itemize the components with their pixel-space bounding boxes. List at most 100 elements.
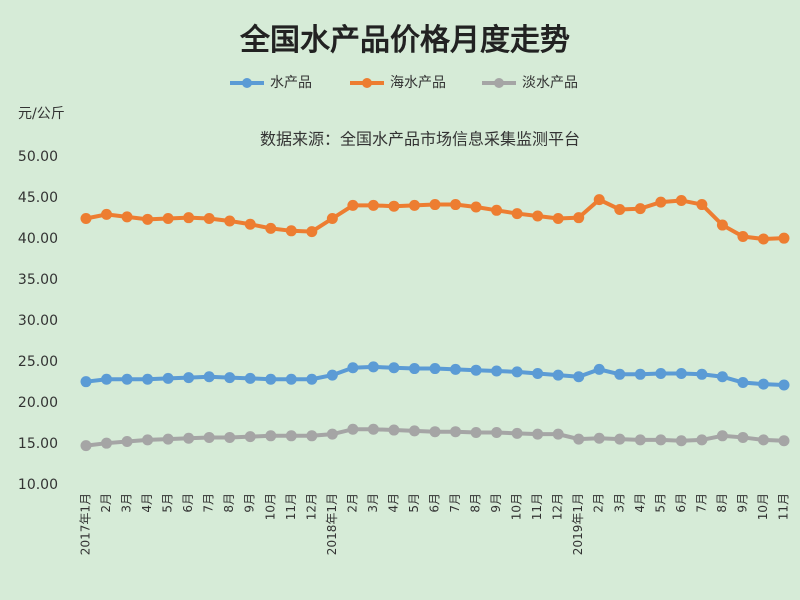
y-tick-label: 15.00	[18, 436, 58, 452]
data-point	[265, 222, 277, 234]
data-point	[367, 423, 379, 435]
data-point	[408, 425, 420, 437]
data-point	[757, 378, 769, 390]
data-point	[696, 434, 708, 446]
data-point	[491, 365, 503, 377]
data-point	[634, 434, 646, 446]
data-point	[388, 424, 400, 436]
data-point	[162, 372, 174, 384]
data-point	[101, 208, 113, 220]
data-point	[326, 428, 338, 440]
data-point	[244, 431, 256, 443]
x-tick-label: 7月	[448, 493, 462, 513]
x-tick-label: 5月	[653, 493, 667, 513]
x-tick-label: 10月	[756, 493, 770, 520]
data-point	[450, 426, 462, 438]
data-point	[552, 369, 564, 381]
data-point	[80, 376, 92, 388]
legend-label: 淡水产品	[522, 75, 578, 91]
data-point	[778, 232, 790, 244]
data-point	[573, 433, 585, 445]
data-point	[388, 200, 400, 212]
x-tick-label: 2月	[345, 493, 359, 513]
chart-title: 全国水产品价格月度走势	[239, 23, 570, 58]
data-point	[285, 373, 297, 385]
data-point	[737, 231, 749, 243]
x-tick-label: 11月	[530, 493, 544, 520]
data-point	[183, 212, 195, 224]
legend-marker	[242, 78, 252, 88]
data-point	[326, 369, 338, 381]
data-point	[737, 431, 749, 443]
data-point	[716, 430, 728, 442]
data-point	[593, 194, 605, 206]
data-point	[408, 199, 420, 211]
x-tick-label: 2018年1月	[325, 493, 339, 555]
data-point	[80, 440, 92, 452]
data-point	[573, 371, 585, 383]
data-point	[491, 204, 503, 216]
data-point	[183, 432, 195, 444]
subtitle: 数据来源：全国水产品市场信息采集监测平台	[260, 130, 580, 149]
y-tick-label: 25.00	[18, 354, 58, 370]
data-point	[326, 213, 338, 224]
data-point	[306, 430, 318, 442]
x-tick-label: 2月	[592, 493, 606, 513]
data-point	[573, 212, 585, 224]
data-point	[778, 379, 790, 391]
data-point	[675, 367, 687, 379]
data-point	[532, 210, 544, 222]
data-point	[491, 427, 503, 439]
data-point	[532, 428, 544, 440]
x-tick-label: 5月	[407, 493, 421, 513]
data-point	[408, 363, 420, 375]
data-point	[142, 434, 154, 446]
data-point	[347, 423, 359, 435]
data-point	[614, 433, 626, 445]
data-point	[429, 363, 441, 375]
x-tick-label: 2017年1月	[79, 493, 93, 555]
data-point	[429, 199, 441, 211]
data-point	[757, 434, 769, 446]
data-point	[737, 377, 749, 388]
data-point	[367, 361, 379, 373]
data-point	[470, 364, 482, 376]
data-point	[224, 215, 236, 227]
data-point	[716, 371, 728, 383]
data-point	[429, 426, 441, 438]
data-point	[614, 368, 626, 380]
data-point	[80, 213, 92, 224]
data-point	[121, 211, 133, 223]
x-tick-label: 12月	[304, 493, 318, 520]
y-tick-label: 40.00	[18, 231, 58, 247]
data-point	[470, 427, 482, 439]
data-point	[593, 432, 605, 444]
data-point	[716, 219, 728, 231]
x-tick-label: 9月	[735, 493, 749, 513]
data-point	[655, 434, 667, 446]
data-point	[470, 201, 482, 213]
y-tick-label: 45.00	[18, 190, 58, 206]
data-point	[552, 428, 564, 440]
data-point	[634, 368, 646, 380]
data-point	[224, 431, 236, 443]
legend-label: 水产品	[270, 75, 312, 91]
x-tick-label: 6月	[181, 493, 195, 513]
x-tick-label: 4月	[386, 493, 400, 513]
data-point	[696, 199, 708, 211]
x-tick-label: 8月	[222, 493, 236, 513]
data-point	[244, 218, 256, 230]
x-tick-label: 3月	[612, 493, 626, 513]
data-point	[347, 362, 359, 374]
x-tick-label: 11月	[284, 493, 298, 520]
x-tick-label: 10月	[263, 493, 277, 520]
x-tick-label: 9月	[489, 493, 503, 513]
data-point	[203, 371, 215, 383]
data-point	[450, 363, 462, 375]
data-point	[388, 362, 400, 374]
data-point	[634, 203, 646, 215]
x-tick-label: 9月	[243, 493, 257, 513]
data-point	[552, 213, 564, 224]
x-tick-label: 10月	[510, 493, 524, 520]
